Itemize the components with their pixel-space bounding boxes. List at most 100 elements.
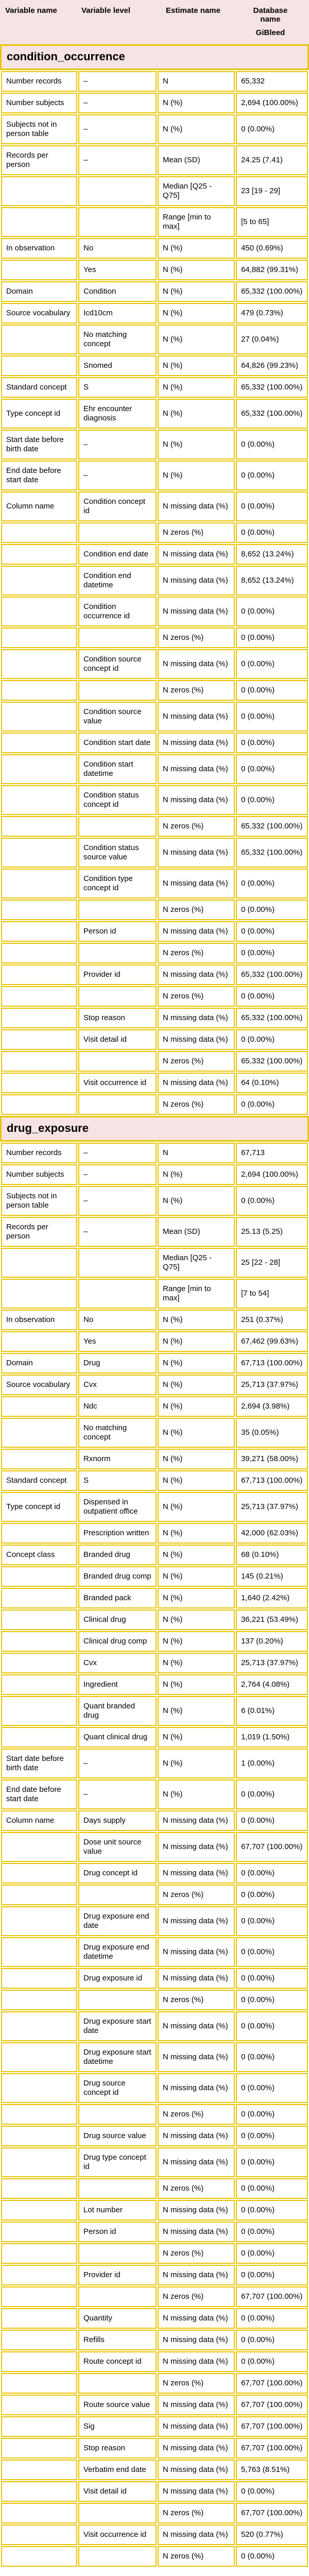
variable-name-cell <box>1 176 77 206</box>
value-cell: 0 (0.00%) <box>236 2011 308 2042</box>
table-row: N zeros (%) 0 (0.00%) <box>1 680 308 701</box>
estimate-name-cell: N missing data (%) <box>158 2416 235 2437</box>
estimate-name-cell: N (%) <box>158 1186 235 1216</box>
value-cell: 2,694 (100.00%) <box>236 1164 308 1185</box>
variable-name-cell <box>1 701 77 732</box>
value-cell: 25,713 (37.97%) <box>236 1492 308 1522</box>
variable-name-cell: End date before start date <box>1 460 77 490</box>
value-cell: 25,713 (37.97%) <box>236 1375 308 1396</box>
estimate-name-cell: N missing data (%) <box>158 921 235 942</box>
variable-name-cell <box>1 2243 77 2264</box>
table-row: Drug exposure end date N missing data (%)… <box>1 1906 308 1937</box>
value-cell: 0 (0.00%) <box>236 596 308 626</box>
value-cell: 0 (0.00%) <box>236 680 308 701</box>
estimate-name-cell: N zeros (%) <box>158 2546 235 2567</box>
estimate-name-cell: N missing data (%) <box>158 754 235 784</box>
value-cell: 0 (0.00%) <box>236 460 308 490</box>
variable-level-cell: Condition end datetime <box>78 565 157 596</box>
table-row: Sig N missing data (%) 67,707 (100.00%) <box>1 2416 308 2437</box>
variable-level-cell: Branded drug comp <box>78 1566 157 1587</box>
column-header-estimate-name: Estimate name <box>166 6 220 15</box>
estimate-name-cell: N (%) <box>158 429 235 460</box>
estimate-name-cell: N missing data (%) <box>158 732 235 753</box>
variable-level-cell <box>78 1990 157 2011</box>
estimate-name-cell: N <box>158 1143 235 1164</box>
value-cell: 0 (0.00%) <box>236 2481 308 2502</box>
variable-level-cell: – <box>78 1186 157 1216</box>
value-cell: 0 (0.00%) <box>236 2351 308 2372</box>
value-cell: 2,694 (3.98%) <box>236 1396 308 1417</box>
table-row: Source vocabulary Cvx N (%) 25,713 (37.97%) <box>1 1375 308 1396</box>
variable-name-cell <box>1 627 77 648</box>
variable-level-cell: – <box>78 1164 157 1185</box>
estimate-name-cell: Mean (SD) <box>158 145 235 175</box>
estimate-name-cell: N (%) <box>158 1418 235 1448</box>
value-cell: 0 (0.00%) <box>236 1885 308 1906</box>
table-row: Yes N (%) 64,882 (99.31%) <box>1 259 308 280</box>
estimate-name-cell: Median [Q25 - Q75] <box>158 1248 235 1278</box>
estimate-name-cell: N zeros (%) <box>158 522 235 543</box>
value-cell: 67,713 (100.00%) <box>236 1353 308 1374</box>
variable-level-cell: Drug exposure start datetime <box>78 2042 157 2073</box>
table-column-header-row: Variable name Variable level Estimate na… <box>0 0 309 44</box>
variable-name-cell: Domain <box>1 281 77 302</box>
table-row: N zeros (%) 0 (0.00%) <box>1 986 308 1007</box>
variable-level-cell: Stop reason <box>78 2438 157 2459</box>
variable-level-cell: Clinical drug comp <box>78 1631 157 1652</box>
variable-level-cell: Person id <box>78 2222 157 2243</box>
value-cell: 0 (0.00%) <box>236 868 308 899</box>
variable-name-cell <box>1 680 77 701</box>
variable-name-cell: Number records <box>1 71 77 92</box>
variable-name-cell <box>1 1832 77 1862</box>
variable-name-cell <box>1 1331 77 1352</box>
variable-name-cell <box>1 324 77 354</box>
variable-name-cell <box>1 2011 77 2042</box>
variable-level-cell: Condition type concept id <box>78 868 157 899</box>
value-cell: 65,332 (100.00%) <box>236 281 308 302</box>
variable-level-cell: S <box>78 1470 157 1492</box>
estimate-name-cell: N (%) <box>158 1396 235 1417</box>
table-row: Condition start datetime N missing data (… <box>1 754 308 784</box>
variable-name-cell <box>1 1674 77 1696</box>
table-row: Quant branded drug N (%) 6 (0.01%) <box>1 1696 308 1726</box>
table-row: N zeros (%) 67,707 (100.00%) <box>1 2286 308 2308</box>
table-row: N zeros (%) 0 (0.00%) <box>1 2243 308 2264</box>
estimate-name-cell: N (%) <box>158 1749 235 1779</box>
estimate-name-cell: N (%) <box>158 238 235 259</box>
estimate-name-cell: N missing data (%) <box>158 1906 235 1937</box>
variable-level-cell: – <box>78 1749 157 1779</box>
estimate-name-cell: N missing data (%) <box>158 2011 235 2042</box>
variable-level-cell: Yes <box>78 259 157 280</box>
variable-level-cell <box>78 680 157 701</box>
estimate-name-cell: N zeros (%) <box>158 680 235 701</box>
variable-name-cell <box>1 2503 77 2524</box>
variable-name-cell <box>1 649 77 679</box>
variable-level-cell: Quant branded drug <box>78 1696 157 1726</box>
value-cell: 67,707 (100.00%) <box>236 2395 308 2416</box>
value-cell: 0 (0.00%) <box>236 899 308 920</box>
variable-name-cell <box>1 259 77 280</box>
variable-name-cell <box>1 2286 77 2308</box>
table-row: Subjects not in person table – N (%) 0 (0.0… <box>1 1186 308 1216</box>
table-row: Provider id N missing data (%) 0 (0.00%) <box>1 2265 308 2286</box>
table-row: No matching concept N (%) 35 (0.05%) <box>1 1418 308 1448</box>
drug-exposure-table: Number records – N 67,713 Number subjects – N … <box>0 1142 309 2568</box>
section-title: condition_occurrence <box>0 44 309 70</box>
value-cell: 1,019 (1.50%) <box>236 1727 308 1748</box>
estimate-name-cell: N (%) <box>158 281 235 302</box>
variable-name-cell <box>1 355 77 376</box>
estimate-name-cell: N missing data (%) <box>158 1029 235 1050</box>
value-cell: 520 (0.77%) <box>236 2524 308 2546</box>
variable-level-cell: Quant clinical drug <box>78 1727 157 1748</box>
value-cell: [7 to 54] <box>236 1279 308 1309</box>
table-row: Rxnorm N (%) 39,271 (58.00%) <box>1 1449 308 1470</box>
estimate-name-cell: N missing data (%) <box>158 544 235 565</box>
value-cell: 0 (0.00%) <box>236 2104 308 2125</box>
variable-level-cell: Drug exposure start date <box>78 2011 157 2042</box>
variable-name-cell <box>1 1727 77 1748</box>
table-row: N zeros (%) 0 (0.00%) <box>1 1094 308 1115</box>
variable-name-cell <box>1 1968 77 1989</box>
variable-level-cell <box>78 2178 157 2199</box>
value-cell: 68 (0.10%) <box>236 1545 308 1566</box>
estimate-name-cell: N missing data (%) <box>158 2351 235 2372</box>
